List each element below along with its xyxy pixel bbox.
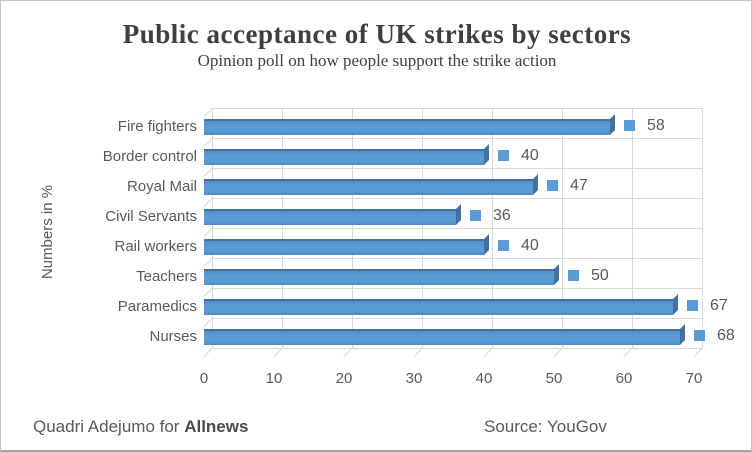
category-label-fire-fighters: Fire fighters xyxy=(117,118,197,135)
category-label-royal-mail: Royal Mail xyxy=(126,178,197,195)
data-label-marker-nurses xyxy=(694,330,705,341)
category-label-nurses: Nurses xyxy=(149,328,197,345)
chart-title: Public acceptance of UK strikes by secto… xyxy=(122,19,632,49)
data-label-value-royal-mail: 47 xyxy=(570,177,588,194)
data-label-marker-paramedics xyxy=(687,300,698,311)
gridline-horizontal xyxy=(212,348,702,349)
gridline-horizontal xyxy=(212,138,702,139)
x-tick-label: 10 xyxy=(265,370,283,387)
data-label-value-teachers: 50 xyxy=(591,267,609,284)
data-label-marker-civil-servants xyxy=(470,210,481,221)
category-label-civil-servants: Civil Servants xyxy=(105,208,197,225)
wall-depth-tick xyxy=(203,347,213,358)
bar-paramedics xyxy=(204,299,673,315)
floor-depth-tick xyxy=(693,347,703,358)
gridline-horizontal xyxy=(212,168,702,169)
bar-border-control xyxy=(204,149,484,165)
data-label-marker-fire-fighters xyxy=(624,120,635,131)
source-text: Source: YouGov xyxy=(484,417,607,436)
floor-depth-tick xyxy=(623,347,633,358)
x-tick-label: 60 xyxy=(615,370,633,387)
data-label-marker-teachers xyxy=(568,270,579,281)
gridline-horizontal xyxy=(212,108,702,109)
bar-nurses xyxy=(204,329,680,345)
category-label-paramedics: Paramedics xyxy=(117,298,197,315)
category-label-rail-workers: Rail workers xyxy=(114,238,197,255)
bar-civil-servants xyxy=(204,209,456,225)
floor-depth-tick xyxy=(483,347,493,358)
category-label-teachers: Teachers xyxy=(136,268,197,285)
chart-subtitle: Opinion poll on how people support the s… xyxy=(197,51,557,70)
data-label-value-fire-fighters: 58 xyxy=(647,117,665,134)
data-label-marker-border-control xyxy=(498,150,509,161)
floor-depth-tick xyxy=(273,347,283,358)
x-tick-label: 20 xyxy=(335,370,353,387)
credit-prefix: Quadri Adejumo for xyxy=(33,417,185,436)
bar-royal-mail xyxy=(204,179,533,195)
category-label-border-control: Border control xyxy=(102,148,197,165)
bar-teachers xyxy=(204,269,554,285)
credit-brand: Allnews xyxy=(184,417,249,436)
gridline-horizontal xyxy=(212,318,702,319)
gridline-horizontal xyxy=(212,198,702,199)
x-tick-label: 0 xyxy=(199,370,209,387)
gridline-horizontal xyxy=(212,288,702,289)
data-label-value-rail-workers: 40 xyxy=(521,237,539,254)
x-tick-label: 50 xyxy=(545,370,563,387)
x-tick-label: 70 xyxy=(685,370,703,387)
data-label-value-border-control: 40 xyxy=(521,147,539,164)
data-label-value-nurses: 68 xyxy=(717,327,735,344)
x-tick-label: 30 xyxy=(405,370,423,387)
gridline-horizontal xyxy=(212,228,702,229)
data-label-marker-rail-workers xyxy=(498,240,509,251)
data-label-marker-royal-mail xyxy=(547,180,558,191)
floor-depth-tick xyxy=(343,347,353,358)
floor-depth-tick xyxy=(413,347,423,358)
data-label-value-paramedics: 67 xyxy=(710,297,728,314)
gridline-vertical xyxy=(702,108,703,348)
gridline-horizontal xyxy=(212,258,702,259)
bar-rail-workers xyxy=(204,239,484,255)
credit-text: Quadri Adejumo for Allnews xyxy=(33,417,248,437)
data-label-value-civil-servants: 36 xyxy=(493,207,511,224)
x-tick-label: 40 xyxy=(475,370,493,387)
floor-depth-tick xyxy=(553,347,563,358)
bar-fire-fighters xyxy=(204,119,610,135)
